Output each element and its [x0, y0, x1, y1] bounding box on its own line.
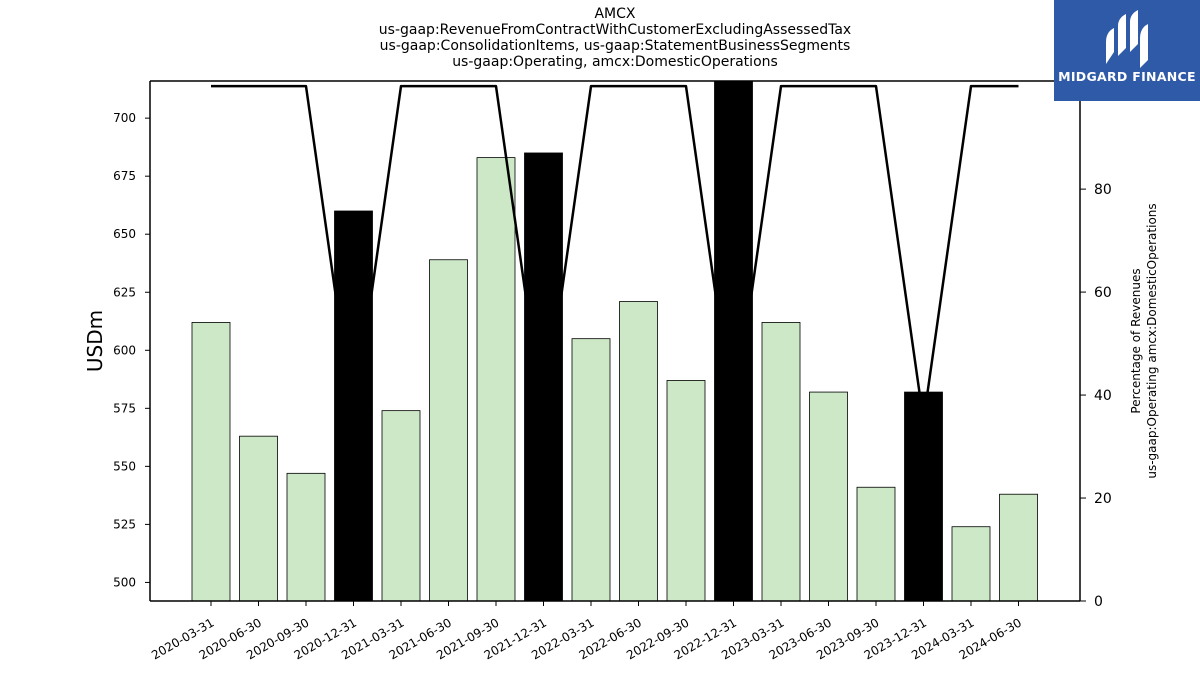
brand-logo: MIDGARD FINANCE: [1054, 0, 1200, 101]
y-tick-label-650: 650: [113, 227, 136, 241]
bar-2020-09-30: [286, 472, 326, 601]
y2-tick-label-40: 40: [1094, 388, 1112, 404]
bar-2022-12-31: [714, 81, 753, 601]
bar-2021-06-30: [429, 259, 468, 601]
y-tick-label-600: 600: [113, 343, 136, 357]
y2-axis-label-line-2: us-gaap:Operating amcx:DomesticOperation…: [1145, 203, 1159, 478]
y2-axis-label-line-1: Percentage of Revenues: [1129, 268, 1143, 413]
title-line-2: us-gaap:RevenueFromContractWithCustomerE…: [378, 22, 852, 38]
bar-2024-03-31: [951, 526, 991, 601]
bar-2021-12-31: [524, 152, 563, 601]
bar-2020-12-31: [334, 210, 373, 601]
bar-2021-09-30: [476, 157, 516, 601]
bar-2024-06-30: [999, 493, 1038, 601]
bar-2023-12-31: [904, 391, 943, 601]
y-tick-label-700: 700: [113, 111, 136, 125]
y2-tick-label-0: 0: [1094, 594, 1103, 610]
y-axis-label: USDm: [83, 310, 107, 372]
bar-2021-03-31: [381, 410, 421, 601]
y-tick-label-500: 500: [113, 575, 136, 589]
bar-2023-09-30: [856, 486, 896, 601]
y2-tick-label-60: 60: [1094, 285, 1112, 301]
bar-2022-03-31: [571, 338, 611, 601]
bar-2023-06-30: [809, 391, 848, 601]
bar-2022-09-30: [666, 380, 706, 601]
y-tick-label-525: 525: [113, 517, 136, 531]
y-tick-label-675: 675: [113, 169, 136, 183]
bar-2020-06-30: [239, 435, 278, 601]
title-line-3: us-gaap:ConsolidationItems, us-gaap:Stat…: [379, 38, 851, 54]
bar-2022-06-30: [619, 301, 658, 601]
logo-text: MIDGARD FINANCE: [1058, 69, 1196, 84]
y-tick-label-575: 575: [113, 401, 136, 415]
y2-tick-label-80: 80: [1094, 182, 1112, 198]
bar-2023-03-31: [761, 322, 801, 601]
y-tick-label-550: 550: [113, 459, 136, 473]
midgard-logo-icon: [1106, 10, 1148, 68]
title-line-1: AMCX: [594, 6, 636, 22]
title-line-4: us-gaap:Operating, amcx:DomesticOperatio…: [452, 54, 778, 70]
percentage-line: [211, 84, 1019, 423]
y2-tick-label-20: 20: [1094, 491, 1112, 507]
bar-2020-03-31: [191, 322, 231, 601]
chart-title: AMCX us-gaap:RevenueFromContractWithCust…: [215, 6, 1015, 70]
y-tick-label-625: 625: [113, 285, 136, 299]
